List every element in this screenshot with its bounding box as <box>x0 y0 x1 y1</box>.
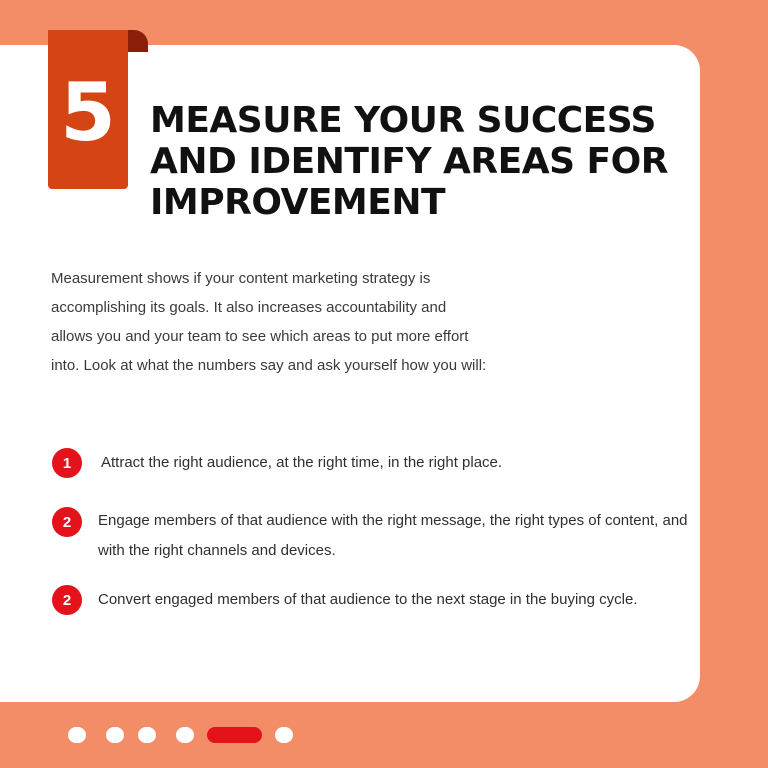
step-badge-1: 1 <box>52 448 82 478</box>
carousel-pagination <box>0 727 768 743</box>
step-badge-3: 2 <box>52 585 82 615</box>
page-dot-2[interactable] <box>106 727 124 743</box>
page-dot-3[interactable] <box>138 727 156 743</box>
page-dot-6[interactable] <box>275 727 293 743</box>
step-text-2: Engage members of that audience with the… <box>98 512 688 559</box>
page-dot-4[interactable] <box>176 727 194 743</box>
step-number-badge: 5 <box>48 30 128 189</box>
page-title: MEASURE YOUR SUCCESS AND IDENTIFY AREAS … <box>150 100 668 223</box>
intro-paragraph: Measurement shows if your content market… <box>51 270 487 374</box>
step-text-1: Attract the right audience, at the right… <box>101 454 503 471</box>
step-text-3: Convert engaged members of that audience… <box>98 591 638 608</box>
step-number: 5 <box>60 65 116 159</box>
step-badge-2: 2 <box>52 507 82 537</box>
page-dot-5-active[interactable] <box>207 727 262 743</box>
page-dot-1[interactable] <box>68 727 86 743</box>
